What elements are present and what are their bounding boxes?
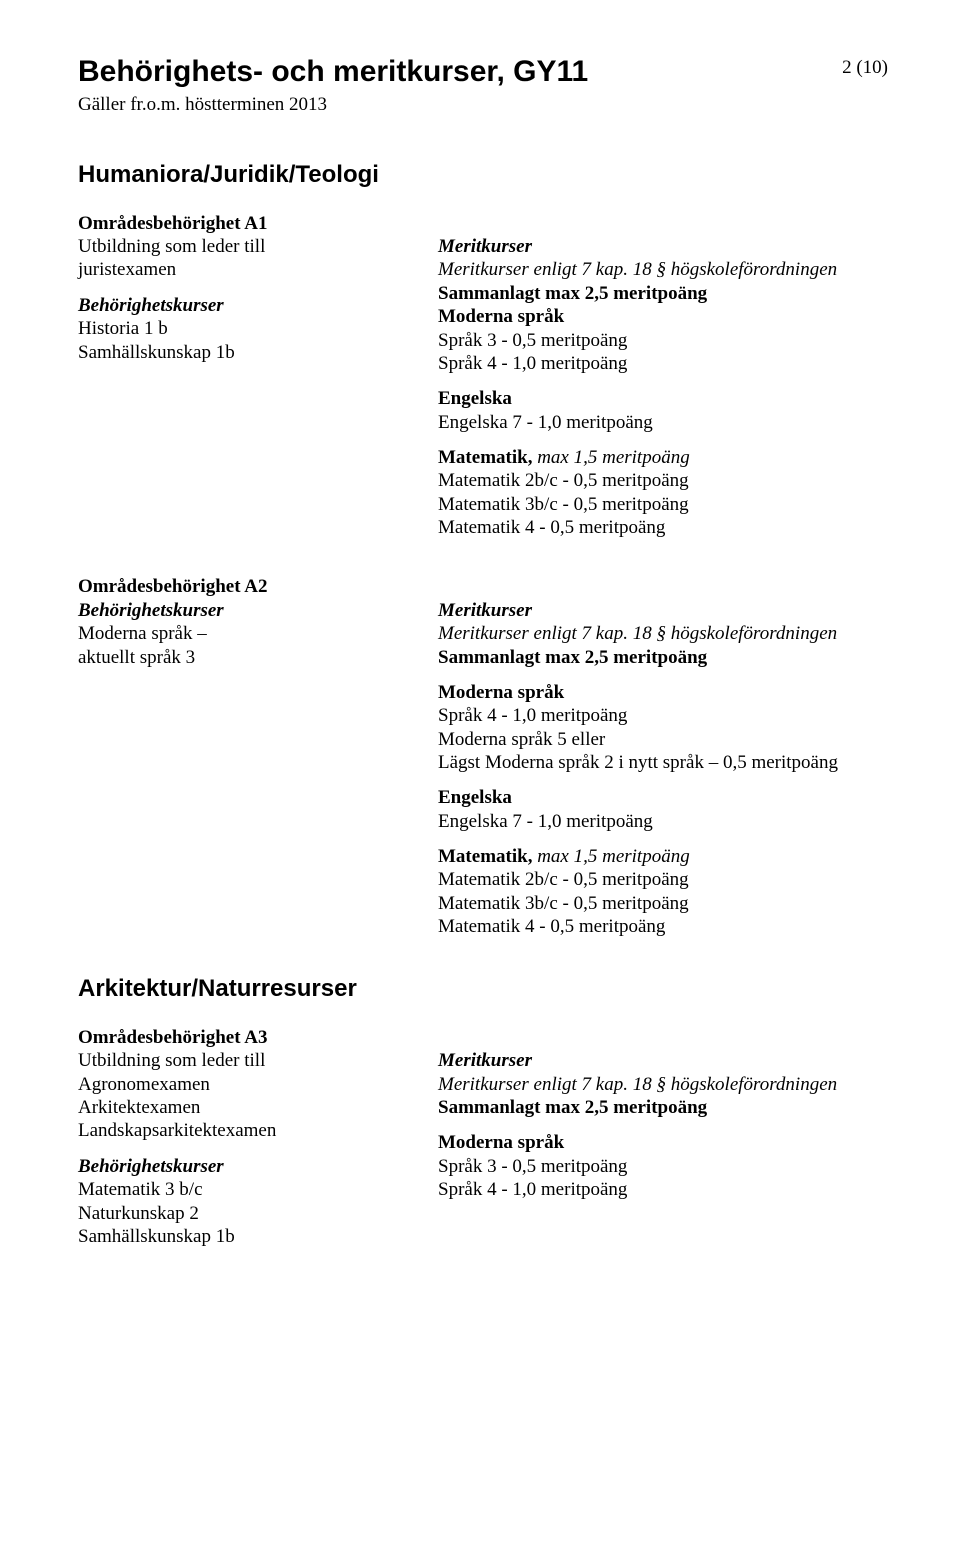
a3-leads-to-label: Utbildning som leder till bbox=[78, 1049, 438, 1072]
a3-moderna2: Språk 4 - 1,0 meritpoäng bbox=[438, 1178, 882, 1201]
a2-mat3: Matematik 4 - 0,5 meritpoäng bbox=[438, 915, 882, 938]
a1-eng-label: Engelska bbox=[438, 387, 882, 410]
a1-left-col: Utbildning som leder till juristexamen B… bbox=[78, 235, 438, 364]
a3-right-col: Meritkurser Meritkurser enligt 7 kap. 18… bbox=[438, 1049, 882, 1201]
a2-moderna2: Moderna språk 5 eller bbox=[438, 728, 882, 751]
a3-beh1: Matematik 3 b/c bbox=[78, 1178, 438, 1201]
doc-subtitle: Gäller fr.o.m. höstterminen 2013 bbox=[78, 93, 882, 116]
a2-mat2: Matematik 3b/c - 0,5 meritpoäng bbox=[438, 892, 882, 915]
a2-moderna1: Språk 4 - 1,0 meritpoäng bbox=[438, 704, 882, 727]
a2-mat-label: Matematik, max 1,5 meritpoäng bbox=[438, 845, 882, 868]
a1-right-col: Meritkurser Meritkurser enligt 7 kap. 18… bbox=[438, 235, 882, 375]
a1-eng-block: Engelska Engelska 7 - 1,0 meritpoäng bbox=[438, 387, 882, 434]
a1-eng1: Engelska 7 - 1,0 meritpoäng bbox=[438, 411, 882, 434]
a1-mat-label: Matematik, max 1,5 meritpoäng bbox=[438, 446, 882, 469]
a1-leads-to-value: juristexamen bbox=[78, 258, 438, 281]
a2-mat-label-suffix: max 1,5 meritpoäng bbox=[532, 846, 689, 867]
area-a1: Områdesbehörighet A1 Utbildning som lede… bbox=[78, 212, 882, 540]
area-a2: Områdesbehörighet A2 Behörighetskurser M… bbox=[78, 575, 882, 938]
doc-title: Behörighets- och meritkurser, GY11 bbox=[78, 54, 882, 91]
a3-merit-ref: Meritkurser enligt 7 kap. 18 § högskolef… bbox=[438, 1073, 882, 1096]
a3-moderna1: Språk 3 - 0,5 meritpoäng bbox=[438, 1155, 882, 1178]
a3-beh3: Samhällskunskap 1b bbox=[78, 1225, 438, 1248]
page-number: 2 (10) bbox=[842, 56, 888, 79]
a2-moderna3: Lägst Moderna språk 2 i nytt språk – 0,5… bbox=[438, 751, 882, 774]
a2-mat1: Matematik 2b/c - 0,5 meritpoäng bbox=[438, 868, 882, 891]
a2-right-col: Meritkurser Meritkurser enligt 7 kap. 18… bbox=[438, 599, 882, 669]
a2-eng-label: Engelska bbox=[438, 786, 882, 809]
a1-mat-block: Matematik, max 1,5 meritpoäng Matematik … bbox=[438, 446, 882, 539]
a3-leads-to-1: Agronomexamen bbox=[78, 1073, 438, 1096]
a2-moderna-block: Moderna språk Språk 4 - 1,0 meritpoäng M… bbox=[438, 681, 882, 774]
a1-moderna2: Språk 4 - 1,0 meritpoäng bbox=[438, 352, 882, 375]
area-a2-title: Områdesbehörighet A2 bbox=[78, 575, 882, 598]
a3-merit-label: Meritkurser bbox=[438, 1049, 882, 1072]
a3-beh-label: Behörighetskurser bbox=[78, 1155, 438, 1178]
a2-merit-label: Meritkurser bbox=[438, 599, 882, 622]
a1-moderna1: Språk 3 - 0,5 meritpoäng bbox=[438, 329, 882, 352]
area-a1-title: Områdesbehörighet A1 bbox=[78, 212, 882, 235]
a2-mat-label-prefix: Matematik, bbox=[438, 846, 532, 867]
section-title-arkitektur: Arkitektur/Naturresurser bbox=[78, 974, 882, 1004]
a2-moderna-label: Moderna språk bbox=[438, 681, 882, 704]
a2-beh-label: Behörighetskurser bbox=[78, 599, 438, 622]
a2-left-col: Behörighetskurser Moderna språk – aktuel… bbox=[78, 599, 438, 669]
a1-mat3: Matematik 4 - 0,5 meritpoäng bbox=[438, 516, 882, 539]
a1-beh2: Samhällskunskap 1b bbox=[78, 341, 438, 364]
a3-moderna-label: Moderna språk bbox=[438, 1131, 882, 1154]
a3-merit-total: Sammanlagt max 2,5 meritpoäng bbox=[438, 1096, 882, 1119]
a1-mat1: Matematik 2b/c - 0,5 meritpoäng bbox=[438, 469, 882, 492]
a1-merit-ref: Meritkurser enligt 7 kap. 18 § högskolef… bbox=[438, 258, 882, 281]
a2-eng-block: Engelska Engelska 7 - 1,0 meritpoäng bbox=[438, 786, 882, 833]
a3-leads-to-2: Arkitektexamen bbox=[78, 1096, 438, 1119]
a1-moderna-label: Moderna språk bbox=[438, 305, 882, 328]
a2-beh1: Moderna språk – bbox=[78, 622, 438, 645]
a2-merit-total: Sammanlagt max 2,5 meritpoäng bbox=[438, 646, 882, 669]
a3-beh2: Naturkunskap 2 bbox=[78, 1202, 438, 1225]
a3-leads-to-3: Landskapsarkitektexamen bbox=[78, 1119, 438, 1142]
a1-mat2: Matematik 3b/c - 0,5 meritpoäng bbox=[438, 493, 882, 516]
a2-eng1: Engelska 7 - 1,0 meritpoäng bbox=[438, 810, 882, 833]
a2-mat-block: Matematik, max 1,5 meritpoäng Matematik … bbox=[438, 845, 882, 938]
section-title-humaniora: Humaniora/Juridik/Teologi bbox=[78, 160, 882, 190]
a2-beh2: aktuellt språk 3 bbox=[78, 646, 438, 669]
a1-mat-label-prefix: Matematik, bbox=[438, 447, 532, 468]
area-a3: Områdesbehörighet A3 Utbildning som lede… bbox=[78, 1026, 882, 1248]
a1-merit-label: Meritkurser bbox=[438, 235, 882, 258]
a1-merit-total: Sammanlagt max 2,5 meritpoäng bbox=[438, 282, 882, 305]
a3-left-col: Utbildning som leder till Agronomexamen … bbox=[78, 1049, 438, 1248]
a1-leads-to-label: Utbildning som leder till bbox=[78, 235, 438, 258]
a1-mat-label-suffix: max 1,5 meritpoäng bbox=[532, 447, 689, 468]
a1-beh1: Historia 1 b bbox=[78, 317, 438, 340]
area-a3-title: Områdesbehörighet A3 bbox=[78, 1026, 882, 1049]
a2-merit-ref: Meritkurser enligt 7 kap. 18 § högskolef… bbox=[438, 622, 882, 645]
a1-beh-label: Behörighetskurser bbox=[78, 294, 438, 317]
